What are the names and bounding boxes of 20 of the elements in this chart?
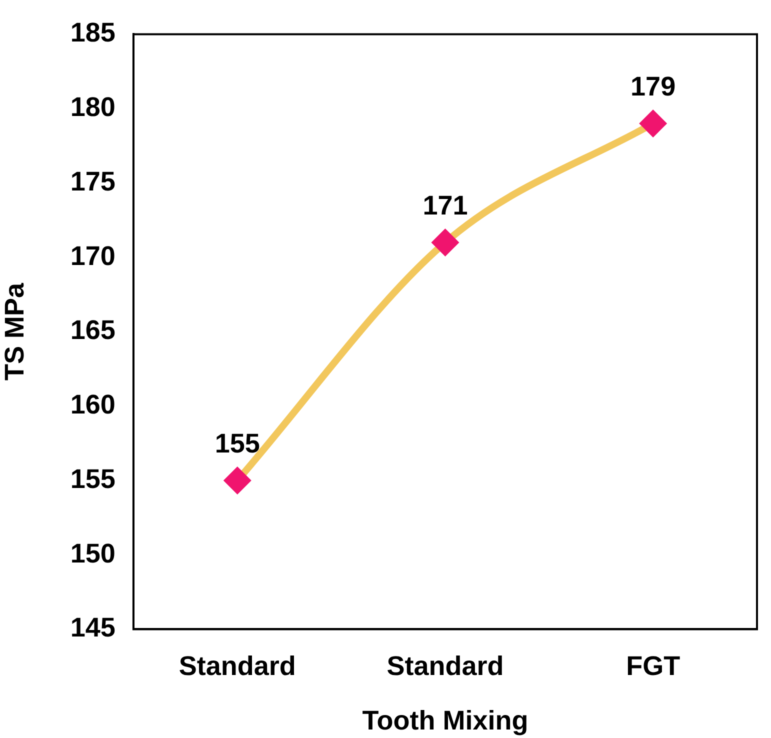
x-axis-title: Tooth Mixing [362,705,528,736]
x-tick-label: Standard [386,650,504,681]
x-tick-label: FGT [626,650,681,681]
y-tick-label: 175 [70,166,116,196]
y-tick-label: 150 [70,538,116,568]
x-tick-label: Standard [178,650,296,681]
data-label: 155 [214,428,260,458]
point [223,466,252,494]
y-tick-label: 180 [70,92,116,122]
y-tick-label: 185 [70,18,116,48]
y-tick-label: 170 [70,240,116,271]
point [639,109,668,138]
data-label: 171 [422,190,468,220]
y-tick-label: 165 [70,315,116,346]
data-label: 179 [630,71,676,102]
y-tick-label: 160 [70,390,116,420]
y-axis-title: TS MPa [0,282,30,380]
point [431,228,460,256]
y-tick-label: 155 [70,464,116,494]
y-tick-label: 145 [70,612,116,643]
